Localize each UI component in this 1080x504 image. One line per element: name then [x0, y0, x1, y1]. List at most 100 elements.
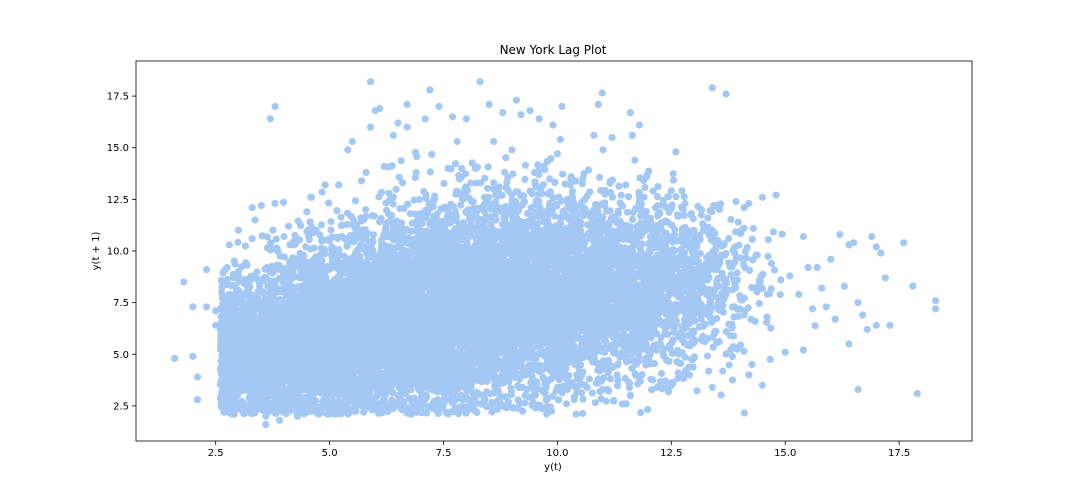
- scatter-point: [247, 383, 256, 391]
- scatter-point: [305, 301, 313, 309]
- scatter-point: [288, 258, 296, 266]
- scatter-point: [270, 368, 278, 376]
- scatter-point: [287, 372, 295, 380]
- scatter-point: [245, 357, 253, 365]
- scatter-point: [289, 364, 298, 372]
- scatter-point: [325, 199, 333, 207]
- scatter-point: [232, 391, 240, 400]
- scatter-point: [318, 188, 326, 196]
- scatter-point: [294, 217, 302, 225]
- scatter-point: [257, 397, 265, 405]
- scatter-point: [222, 366, 230, 374]
- scatter-point: [230, 351, 238, 359]
- scatter-point: [279, 198, 288, 206]
- scatter-point: [297, 348, 305, 356]
- scatter-point: [263, 304, 271, 312]
- scatter-point: [239, 308, 247, 316]
- scatter-point: [277, 384, 285, 392]
- scatter-point: [297, 292, 305, 300]
- scatter-point: [232, 313, 240, 321]
- scatter-point: [254, 294, 262, 302]
- scatter-point: [242, 372, 251, 380]
- scatter-point: [253, 335, 261, 343]
- scatter-point: [306, 245, 315, 253]
- scatter-point: [295, 259, 303, 267]
- scatter-point: [220, 298, 228, 306]
- scatter-point: [308, 381, 316, 390]
- scatter-points: [171, 78, 940, 429]
- scatter-point: [266, 382, 274, 390]
- scatter-point: [327, 397, 335, 405]
- scatter-point: [346, 361, 354, 369]
- scatter-point: [226, 319, 234, 327]
- scatter-point: [308, 390, 316, 398]
- scatter-point: [255, 278, 263, 286]
- scatter-point: [229, 274, 238, 282]
- scatter-point: [233, 323, 241, 331]
- scatter-point: [428, 150, 436, 158]
- scatter-point: [243, 325, 251, 334]
- scatter-point: [218, 283, 226, 291]
- scatter-point: [272, 245, 280, 253]
- scatter-point: [304, 373, 312, 381]
- scatter-point: [223, 264, 231, 272]
- scatter-point: [235, 379, 243, 387]
- scatter-point: [233, 337, 241, 345]
- scatter-point: [251, 216, 259, 224]
- scatter-point: [268, 294, 276, 302]
- scatter-point: [334, 397, 342, 405]
- scatter-point: [231, 302, 239, 310]
- scatter-point: [327, 217, 335, 226]
- scatter-point: [247, 305, 255, 313]
- scatter-point: [298, 381, 306, 390]
- scatter-point: [282, 395, 290, 403]
- scatter-point: [333, 233, 341, 242]
- scatter-point: [277, 327, 285, 335]
- scatter-point: [392, 185, 400, 193]
- scatter-point: [238, 349, 246, 357]
- scatter-point: [266, 240, 274, 249]
- scatter-point: [263, 317, 271, 325]
- scatter-point: [217, 345, 225, 353]
- scatter-point: [269, 284, 278, 292]
- scatter-point: [333, 207, 341, 215]
- scatter-point: [281, 300, 289, 308]
- scatter-point: [233, 296, 241, 304]
- scatter-point: [293, 403, 301, 411]
- scatter-point: [277, 358, 285, 366]
- scatter-point: [230, 403, 238, 411]
- scatter-point: [246, 393, 254, 401]
- scatter-point: [311, 371, 319, 379]
- scatter-point: [337, 213, 345, 221]
- scatter-point: [234, 286, 242, 294]
- scatter-point: [223, 344, 231, 352]
- scatter-point: [250, 349, 258, 357]
- scatter-point: [241, 384, 249, 392]
- scatter-point: [234, 238, 242, 246]
- scatter-point: [221, 333, 229, 341]
- scatter-point: [248, 316, 257, 324]
- scatter-point: [362, 206, 370, 214]
- scatter-point: [262, 339, 270, 347]
- scatter-point: [270, 304, 278, 312]
- scatter-point: [263, 264, 271, 272]
- scatter-point: [221, 400, 229, 408]
- scatter-point: [253, 268, 261, 276]
- scatter-point: [269, 226, 277, 234]
- scatter-point: [296, 249, 304, 258]
- scatter-point: [238, 397, 246, 406]
- scatter-point: [279, 349, 287, 357]
- scatter-point: [272, 235, 280, 243]
- scatter-point: [260, 290, 268, 298]
- scatter-point: [229, 368, 238, 376]
- scatter-point: [240, 301, 248, 309]
- scatter-point: [241, 242, 249, 250]
- chart-title: New York Lag Plot: [500, 43, 607, 57]
- scatter-point: [258, 232, 266, 240]
- scatter-point: [282, 340, 290, 348]
- scatter-point: [317, 221, 325, 229]
- scatter-point: [292, 386, 300, 394]
- scatter-point: [218, 357, 226, 365]
- scatter-point: [262, 274, 271, 283]
